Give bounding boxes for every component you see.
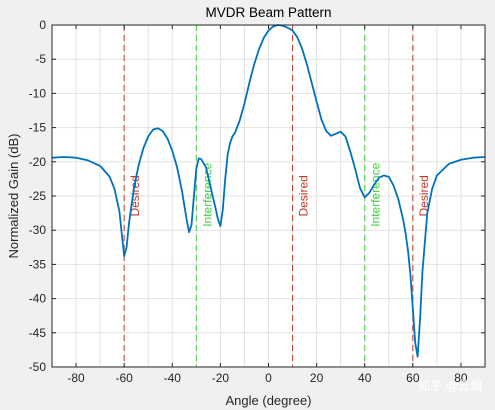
- y-tick-label: 0: [39, 18, 46, 32]
- x-tick-label: 40: [358, 371, 372, 385]
- x-tick-label: -60: [115, 371, 133, 385]
- y-tick-label: -10: [29, 86, 47, 100]
- x-axis-label: Angle (degree): [226, 393, 312, 408]
- y-tick-label: -25: [29, 189, 47, 203]
- beam-pattern-line: [51, 24, 486, 358]
- x-tick-label: 0: [265, 371, 272, 385]
- desired-annotation: Desired: [417, 175, 431, 216]
- x-tick-label: 20: [310, 371, 324, 385]
- watermark: 知乎 @云烟: [418, 379, 482, 393]
- series-layer: [51, 24, 486, 358]
- interference-annotation: Interference: [369, 162, 383, 226]
- y-tick-label: -5: [35, 52, 46, 66]
- desired-annotation: Desired: [297, 175, 311, 216]
- x-tick-label: -40: [164, 371, 182, 385]
- y-tick-label: -35: [29, 257, 47, 271]
- y-tick-label: -45: [29, 326, 47, 340]
- plot-area: Desired Interference Desired Interference De…: [29, 18, 486, 385]
- y-tick-label: -15: [29, 121, 47, 135]
- x-tick-label: -80: [67, 371, 85, 385]
- y-axis-label: Normalized Gain (dB): [6, 134, 21, 259]
- x-tick-label: 80: [454, 371, 468, 385]
- interference-annotation: Interference: [200, 162, 214, 226]
- tick-labels: -80 -60 -40 -20 0 20 40 60 80 0 -5 -10 -15 -20 -25 -30 -…: [29, 18, 485, 385]
- y-tick-label: -40: [29, 292, 47, 306]
- x-tick-label: -20: [212, 371, 230, 385]
- y-tick-label: -50: [29, 360, 47, 374]
- x-tick-label: 60: [406, 371, 420, 385]
- chart-title: MVDR Beam Pattern: [205, 5, 331, 20]
- y-tick-label: -20: [29, 155, 47, 169]
- y-tick-label: -30: [29, 223, 47, 237]
